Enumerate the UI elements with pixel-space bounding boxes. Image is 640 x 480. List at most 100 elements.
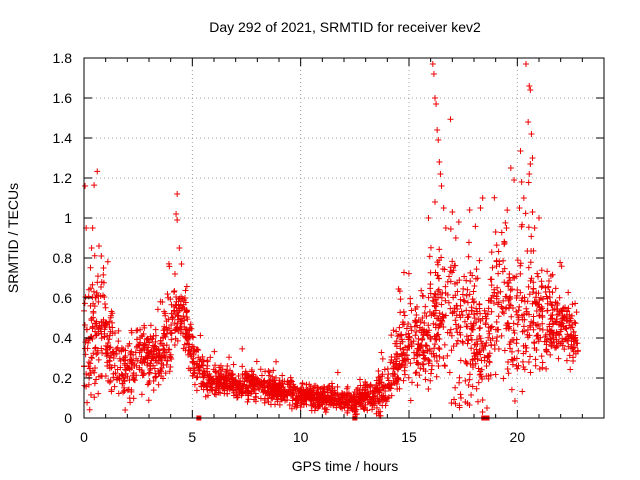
- data-point: [82, 183, 89, 189]
- data-point: [258, 381, 265, 388]
- data-point: [423, 313, 430, 320]
- data-point: [500, 375, 507, 382]
- data-point: [256, 386, 263, 393]
- data-point: [401, 371, 408, 378]
- data-point: [243, 384, 250, 391]
- data-point: [475, 365, 482, 372]
- data-point: [493, 293, 500, 300]
- data-point: [186, 324, 193, 331]
- data-point: [84, 399, 91, 406]
- data-point: [510, 336, 517, 343]
- data-point: [91, 252, 98, 259]
- data-point: [217, 367, 224, 374]
- data-point: [243, 374, 250, 381]
- data-point: [242, 375, 249, 382]
- data-point: [436, 159, 443, 165]
- data-point: [467, 320, 474, 327]
- data-point: [424, 347, 431, 354]
- data-point: [108, 386, 115, 393]
- data-point: [399, 321, 406, 328]
- data-point: [93, 376, 100, 383]
- data-point: [356, 397, 363, 404]
- data-point: [223, 369, 230, 376]
- data-point: [316, 403, 323, 410]
- data-point: [516, 205, 523, 211]
- data-point: [528, 131, 535, 137]
- data-point: [503, 293, 510, 300]
- data-point: [92, 344, 99, 351]
- data-point: [216, 364, 223, 371]
- data-point: [488, 282, 495, 289]
- data-point: [274, 392, 281, 399]
- data-point: [89, 225, 96, 231]
- data-point: [524, 331, 531, 338]
- data-point: [563, 357, 570, 364]
- data-point: [435, 363, 442, 370]
- data-point: [100, 316, 107, 323]
- data-point: [337, 404, 344, 411]
- data-point: [438, 301, 445, 308]
- data-point: [525, 119, 532, 125]
- data-point: [473, 319, 480, 326]
- data-point: [138, 391, 145, 398]
- data-point: [493, 242, 500, 249]
- data-point: [558, 319, 565, 326]
- data-point: [177, 298, 184, 305]
- data-point: [426, 358, 433, 365]
- data-point: [87, 391, 94, 398]
- data-point: [405, 343, 412, 350]
- data-point: [90, 288, 97, 295]
- data-point: [499, 268, 506, 275]
- data-point: [527, 324, 534, 331]
- data-point: [171, 320, 178, 327]
- data-point: [488, 249, 495, 256]
- data-point: [495, 326, 502, 333]
- data-point: [227, 367, 234, 374]
- data-point: [226, 354, 233, 361]
- data-point: [508, 386, 515, 393]
- data-point: [471, 283, 478, 290]
- data-point: [563, 325, 570, 332]
- data-point: [148, 348, 155, 355]
- data-point: [106, 318, 113, 325]
- data-point: [422, 376, 429, 383]
- data-point: [89, 355, 96, 362]
- data-point: [384, 374, 391, 381]
- data-point: [166, 353, 173, 360]
- data-point: [559, 315, 566, 322]
- data-point: [523, 344, 530, 351]
- data-point: [516, 303, 523, 310]
- data-point: [501, 347, 508, 354]
- data-point: [447, 326, 454, 333]
- data-point: [508, 356, 515, 363]
- y-tick-label: 1.8: [53, 50, 73, 66]
- data-point: [544, 307, 551, 314]
- data-point: [438, 254, 445, 261]
- data-point: [191, 369, 198, 376]
- data-point: [558, 263, 565, 270]
- data-point: [556, 331, 563, 338]
- data-point: [346, 400, 353, 407]
- data-point: [513, 294, 520, 301]
- data-point: [479, 376, 486, 383]
- data-point: [568, 341, 575, 348]
- data-point: [509, 357, 516, 364]
- data-point: [407, 300, 414, 307]
- data-point: [230, 392, 237, 399]
- data-point: [415, 335, 422, 342]
- data-point: [452, 292, 459, 299]
- data-point: [401, 312, 408, 319]
- data-point: [465, 381, 472, 388]
- data-point: [482, 313, 489, 320]
- data-point: [236, 390, 243, 397]
- data-point: [460, 297, 467, 304]
- data-point: [345, 404, 352, 411]
- data-point: [121, 378, 128, 385]
- data-point: [469, 272, 476, 279]
- data-point: [419, 314, 426, 321]
- data-point: [534, 270, 541, 277]
- data-point: [527, 369, 534, 376]
- data-point: [467, 360, 474, 367]
- data-point: [432, 307, 439, 314]
- data-point: [493, 338, 500, 345]
